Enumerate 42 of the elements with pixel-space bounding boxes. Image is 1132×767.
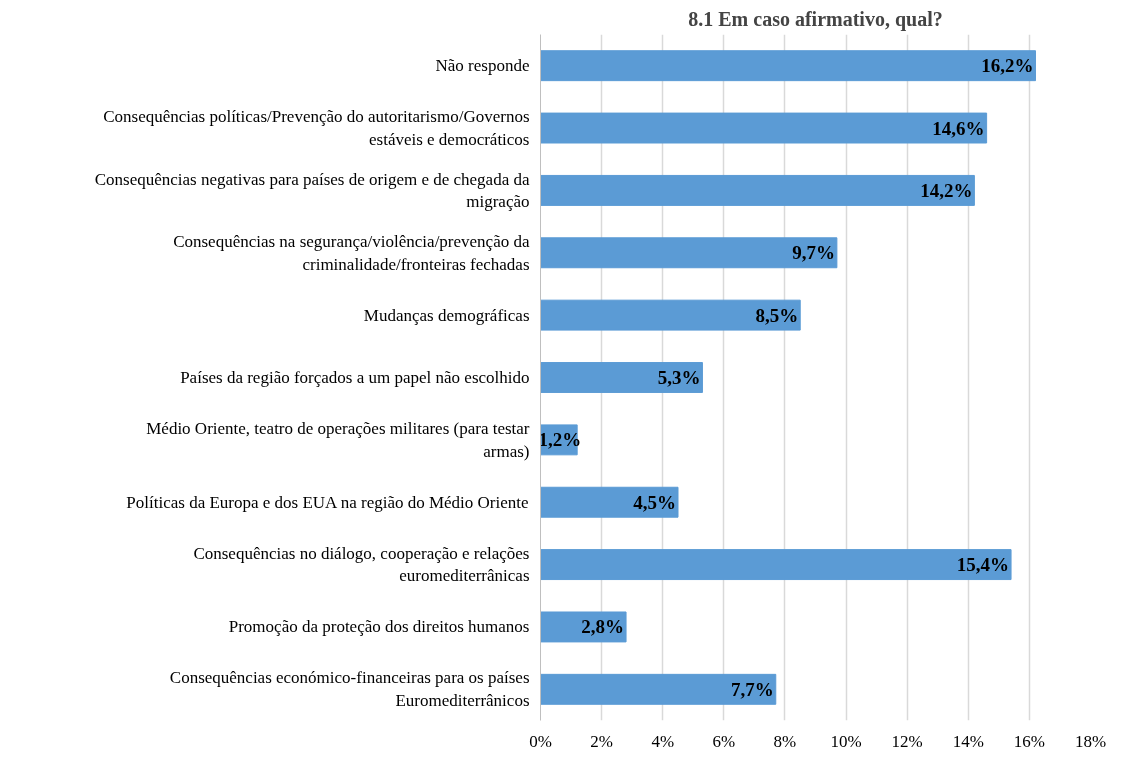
y-tick-label: Mudanças demográficas <box>363 305 530 325</box>
data-label: 15,4% <box>956 554 1010 576</box>
bar <box>540 673 777 705</box>
y-tick-label: Médio Oriente, teatro de operações militares (para testar armas) <box>146 418 530 461</box>
data-label: 16,2% <box>981 55 1034 77</box>
y-tick-label: Não responde <box>435 56 530 76</box>
bar <box>540 549 1012 581</box>
y-tick-label: Promoção da proteção dos direitos humanos <box>228 617 530 637</box>
y-tick-label: Consequências na segurança/violência/prevenção da criminalidade/fronteiras fechadas <box>173 231 530 274</box>
y-tick-label: Consequências no diálogo, cooperação e relações euromediterrânicas <box>193 543 530 586</box>
bar <box>540 611 627 643</box>
chart-title: 8.1 Em caso afirmativo, qual? <box>688 7 943 31</box>
data-label: 14,2% <box>920 179 973 201</box>
bar <box>540 112 988 144</box>
bar <box>540 299 801 331</box>
x-tick-label: 16% <box>1013 731 1045 751</box>
x-tick-label: 8% <box>773 731 797 751</box>
data-label: 2,8% <box>581 616 625 638</box>
y-tick-label: Consequências económico-financeiras para os países Euromediterrânicos <box>169 668 530 711</box>
bar <box>540 237 838 269</box>
data-label: 4,5% <box>633 491 676 513</box>
x-tick-label: 12% <box>891 731 923 751</box>
data-label: 9,7% <box>792 242 835 264</box>
x-tick-label: 2% <box>590 731 613 751</box>
data-label: 8,5% <box>755 304 799 326</box>
x-tick-label: 14% <box>952 731 984 751</box>
data-label: 5,3% <box>657 367 701 388</box>
y-tick-label: Consequências negativas para países de origem e de chegada da migração <box>94 169 530 212</box>
bar <box>540 50 1036 82</box>
bar <box>540 174 975 206</box>
x-tick-label: 18% <box>1074 731 1107 751</box>
data-label: 14,6% <box>932 117 985 139</box>
bar <box>540 362 703 393</box>
bar <box>540 486 679 518</box>
x-tick-label: 4% <box>651 731 675 751</box>
y-tick-label: Consequências políticas/Prevenção do autoritarismo/Governos estáveis e democráticos <box>103 107 530 149</box>
x-tick-label: 10% <box>830 731 862 751</box>
y-tick-label: Países da região forçados a um papel não escolhido <box>180 368 530 387</box>
data-label: 7,7% <box>731 678 774 700</box>
x-tick-label: 0% <box>529 731 552 751</box>
y-tick-label: Políticas da Europa e dos EUA na região do Médio Oriente <box>126 492 529 512</box>
x-tick-label: 6% <box>712 731 736 751</box>
